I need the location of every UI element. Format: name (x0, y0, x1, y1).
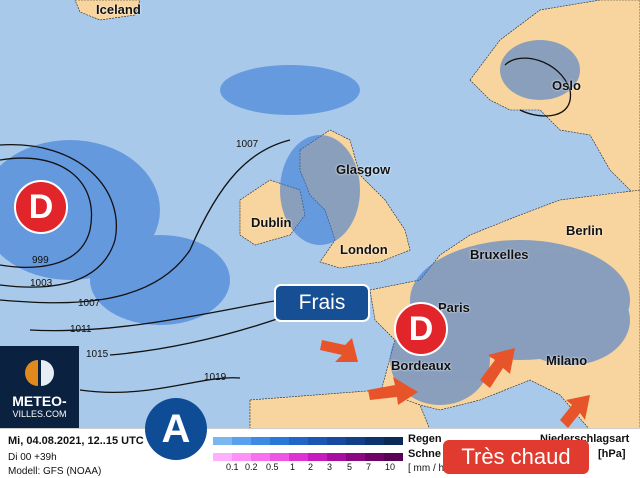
scale-swatch (270, 453, 289, 461)
scale-swatch (308, 453, 327, 461)
city-label: Paris (438, 300, 470, 315)
city-label: Bruxelles (470, 247, 529, 262)
tres-chaud-label: Très chaud (443, 440, 589, 474)
city-label: Dublin (251, 215, 292, 230)
scale-swatch (289, 453, 308, 461)
precipitation (0, 40, 630, 405)
scale-swatch (327, 453, 346, 461)
meteo-villes-logo: METEO- VILLES.COM (0, 346, 79, 428)
city-label: Bordeaux (391, 358, 451, 373)
scale-swatch (365, 453, 384, 461)
isobar-label: 1019 (204, 372, 227, 383)
scale-swatch (384, 453, 403, 461)
high-pressure-marker: A (145, 398, 207, 460)
city-label: Berlin (566, 223, 603, 238)
scale-swatch (232, 453, 251, 461)
low-pressure-marker: D (14, 180, 68, 234)
scale-swatch (232, 437, 251, 445)
forecast-date: Mi, 04.08.2021, 12..15 UTC (8, 435, 144, 447)
isobar-lines (0, 57, 572, 394)
snow-color-scale (213, 453, 403, 461)
frais-label: Frais (274, 284, 370, 322)
land-scandinavia (469, 0, 640, 201)
scale-swatch (384, 437, 403, 445)
scale-swatch (213, 453, 232, 461)
pressure-unit: [hPa] (598, 448, 626, 460)
scale-tick: 2 (308, 462, 314, 472)
scale-swatch (251, 453, 270, 461)
warm-arrows (320, 338, 590, 428)
scale-tick: 0.5 (266, 462, 279, 472)
land-iberia (249, 389, 431, 431)
scale-swatch (365, 437, 384, 445)
scale-swatch (346, 453, 365, 461)
unit-label: [ mm / h (408, 463, 445, 474)
scale-swatch (327, 437, 346, 445)
city-label: London (340, 242, 388, 257)
city-label: Milano (546, 353, 588, 368)
logo-text: METEO- (12, 393, 67, 409)
logo-icon (24, 360, 54, 386)
scale-swatch (346, 437, 365, 445)
isobar-label: 1007 (78, 298, 101, 309)
land-iceland (74, 0, 141, 21)
forecast-run: Di 00 +39h (8, 452, 57, 463)
logo-text: VILLES.COM (12, 409, 67, 419)
isobar-label: 999 (32, 255, 49, 266)
scale-swatch (289, 437, 308, 445)
scale-tick: 10 (385, 462, 396, 472)
scale-tick: 7 (366, 462, 372, 472)
scale-swatch (308, 437, 327, 445)
isobar-label: 1003 (30, 278, 53, 289)
model-name: Modell: GFS (NOAA) (8, 466, 102, 477)
city-label: Iceland (96, 2, 141, 17)
scale-swatch (251, 437, 270, 445)
low-pressure-marker: D (394, 302, 448, 356)
scale-tick: 0.2 (245, 462, 258, 472)
rain-color-scale (213, 437, 403, 445)
scale-swatch (270, 437, 289, 445)
city-label: Oslo (552, 78, 581, 93)
isobar-label: 1011 (70, 324, 92, 335)
scale-tick: 3 (327, 462, 333, 472)
scale-tick: 5 (347, 462, 353, 472)
rain-legend-label: Regen (408, 433, 442, 445)
scale-swatch (213, 437, 232, 445)
snow-legend-label: Schne (408, 448, 442, 460)
city-label: Glasgow (336, 162, 391, 177)
isobar-label: 1007 (236, 139, 259, 150)
isobar-label: 1015 (86, 349, 109, 360)
scale-tick: 1 (290, 462, 296, 472)
scale-tick: 0.1 (226, 462, 239, 472)
